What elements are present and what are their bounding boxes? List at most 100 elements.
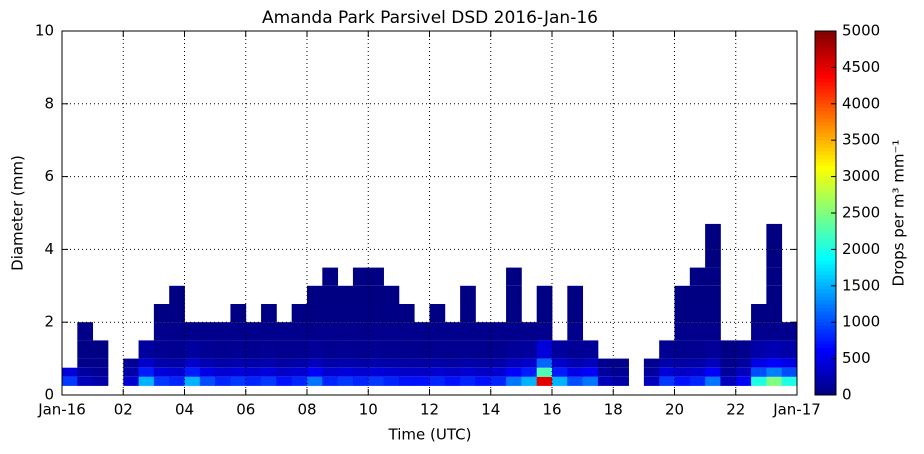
heatmap-cell [705,367,721,377]
heatmap-cell [705,267,721,286]
heatmap-cell [582,367,599,377]
heatmap-cell [199,322,216,341]
chart-title: Amanda Park Parsivel DSD 2016-Jan-16 [262,8,598,28]
heatmap-cell [429,322,446,341]
colorbar-band [815,314,836,319]
heatmap-cell [536,340,553,359]
heatmap-cell [307,285,323,304]
colorbar-tick-label: 3500 [842,131,880,149]
heatmap-cell [77,340,94,359]
heatmap-cell [613,367,629,377]
heatmap-cell [322,304,339,323]
heatmap-cell [352,340,369,359]
heatmap-cell [490,340,507,359]
colorbar-band [815,143,836,148]
heatmap-cell [506,340,522,359]
heatmap-cell [352,267,369,286]
heatmap-cell [153,376,170,386]
heatmap-cell [322,340,339,359]
colorbar-band [815,172,836,177]
heatmap-cell [705,340,721,359]
heatmap-cell [92,367,109,377]
colorbar-band [815,205,836,210]
heatmap-cell [475,340,492,359]
heatmap-cell [414,358,430,368]
heatmap-cell [720,367,737,377]
heatmap-cell [705,322,721,341]
heatmap-cell [230,376,247,386]
colorbar-tick-label: 1000 [842,313,880,331]
colorbar-band [815,267,836,272]
heatmap-cell [444,376,461,386]
heatmap-cell [245,376,262,386]
heatmap-cell [781,322,798,341]
heatmap-cell [337,304,354,323]
heatmap-cell [92,340,109,359]
colorbar-band [815,121,836,126]
heatmap-cell [766,223,783,250]
heatmap-cell [506,267,522,286]
heatmap-cell [261,340,277,359]
heatmap-cell [276,367,293,377]
colorbar-band [815,201,836,207]
heatmap-cell [536,367,553,377]
heatmap-cell [276,376,293,386]
colorbar-band [815,45,836,50]
colorbar-band [815,285,836,290]
heatmap-cell [521,376,538,386]
colorbar-band [815,300,836,305]
heatmap-cell [567,358,584,368]
colorbar-tick-label: 4500 [842,58,880,76]
heatmap-cell [153,367,170,377]
heatmap-cell [414,340,430,359]
colorbar-band [815,78,836,83]
heatmap-cell [536,322,553,341]
heatmap-cell [291,322,308,341]
colorbar-band [815,59,836,65]
colorbar-band [815,332,836,338]
heatmap-cell [720,340,737,359]
heatmap-cell [751,340,767,359]
colorbar-band [815,99,836,105]
colorbar-band [815,179,836,185]
heatmap-cell [322,322,339,341]
heatmap-cell [429,358,446,368]
colorbar-band [815,161,836,166]
heatmap-cell [460,358,476,368]
heatmap-cell [735,358,752,368]
heatmap-cell [674,340,691,359]
heatmap-cell [567,285,584,304]
heatmap-cell [705,304,721,323]
heatmap-cell [659,358,675,368]
x-tick-label: 12 [420,401,439,419]
heatmap-cell [184,358,201,368]
heatmap-cell [230,322,247,341]
colorbar-band [815,187,836,192]
colorbar-band [815,343,836,348]
heatmap-cell [597,358,614,368]
colorbar-band [815,260,836,265]
heatmap-cell [429,340,446,359]
colorbar-band [815,52,836,57]
heatmap-cell [261,358,277,368]
heatmap-cell [766,304,783,323]
heatmap-cell [460,285,476,304]
heatmap-cell [322,267,339,286]
heatmap-cell [169,358,185,368]
heatmap-cell [276,322,293,341]
heatmap-cell [490,322,507,341]
heatmap-cell [567,322,584,341]
heatmap-cell [475,367,492,377]
y-tick-label: 10 [35,22,54,40]
colorbar-band [815,85,836,90]
heatmap-cell [751,376,767,386]
heatmap-cell [766,322,783,341]
colorbar-band [815,176,836,181]
colorbar-band [815,158,836,163]
colorbar-band [815,30,836,35]
heatmap-cell [689,322,706,341]
heatmap-cell [169,367,185,377]
x-tick-label: Jan-16 [37,401,86,419]
colorbar-band [815,154,836,159]
heatmap-cell [444,358,461,368]
